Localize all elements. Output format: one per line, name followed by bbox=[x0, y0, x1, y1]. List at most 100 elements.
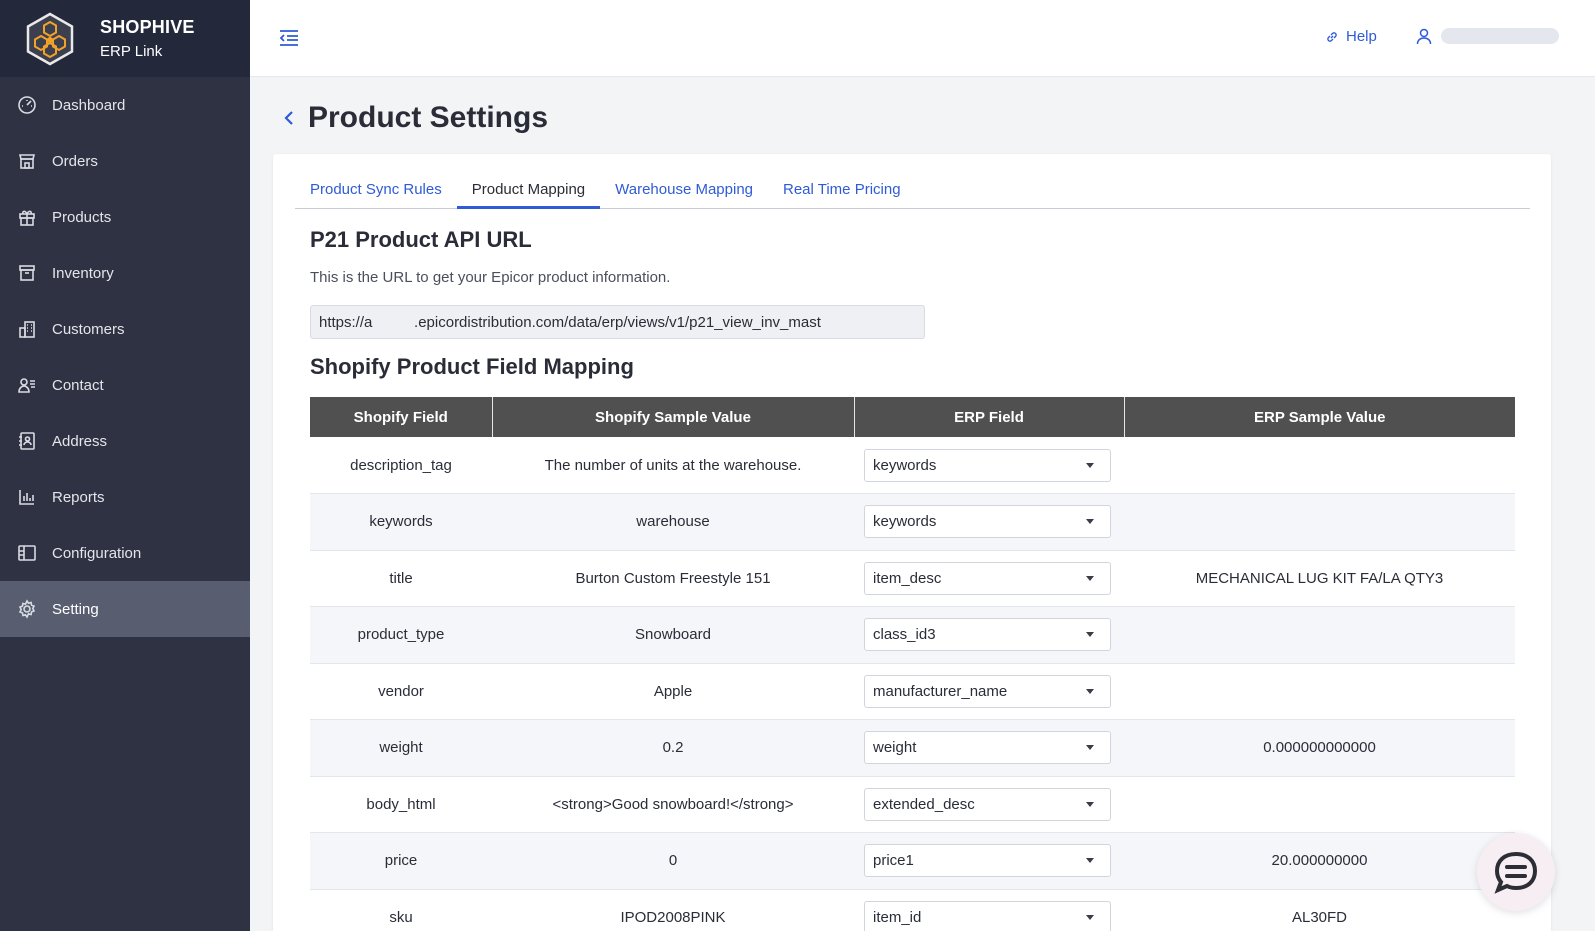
shopify-sample-cell: <strong>Good snowboard!</strong> bbox=[492, 776, 854, 833]
table-row: body_html <strong>Good snowboard!</strong… bbox=[310, 776, 1515, 833]
erp-field-select[interactable]: item_desc bbox=[864, 561, 1111, 595]
brand[interactable]: SHOPHIVE ERP Link bbox=[0, 0, 250, 77]
erp-sample-cell bbox=[1124, 606, 1515, 664]
shopify-sample-cell: The number of units at the warehouse. bbox=[492, 437, 854, 494]
help-link[interactable]: Help bbox=[1325, 28, 1377, 45]
gift-icon bbox=[16, 206, 38, 228]
chevron-down-icon bbox=[1086, 462, 1094, 468]
column-header: ERP Field bbox=[854, 397, 1125, 437]
sidebar-item-customers[interactable]: Customers bbox=[0, 301, 250, 357]
shopify-field-cell: price bbox=[310, 832, 492, 890]
brand-subtitle: ERP Link bbox=[100, 43, 163, 60]
chevron-down-icon bbox=[1086, 858, 1094, 864]
erp-field-select[interactable]: item_id bbox=[864, 900, 1111, 931]
sidebar-item-orders[interactable]: Orders bbox=[0, 133, 250, 189]
sidebar-item-products[interactable]: Products bbox=[0, 189, 250, 245]
shopify-sample-cell: Snowboard bbox=[492, 606, 854, 664]
shopify-field-cell: description_tag bbox=[310, 437, 492, 494]
erp-field-value: manufacturer_name bbox=[873, 682, 1008, 700]
orders-icon bbox=[16, 150, 38, 172]
tab-bar: Product Sync Rules Product Mapping Wareh… bbox=[295, 172, 1530, 209]
erp-field-select[interactable]: manufacturer_name bbox=[864, 674, 1111, 708]
erp-field-select[interactable]: keywords bbox=[864, 448, 1111, 482]
sidebar-item-label: Orders bbox=[52, 152, 98, 170]
erp-field-select[interactable]: price1 bbox=[864, 844, 1111, 878]
table-row: vendor Apple manufacturer_name bbox=[310, 663, 1515, 720]
tab-warehouse-mapping[interactable]: Warehouse Mapping bbox=[615, 181, 753, 198]
table-header-row: Shopify Field Shopify Sample Value ERP F… bbox=[310, 397, 1515, 437]
sidebar-item-setting[interactable]: Setting bbox=[0, 581, 250, 637]
sidebar-item-contact[interactable]: Contact bbox=[0, 357, 250, 413]
erp-field-select[interactable]: extended_desc bbox=[864, 787, 1111, 821]
erp-field-select[interactable]: weight bbox=[864, 731, 1111, 765]
erp-field-value: keywords bbox=[873, 456, 937, 474]
column-header: Shopify Field bbox=[310, 397, 493, 437]
erp-field-value: item_id bbox=[873, 908, 922, 926]
erp-field-value: extended_desc bbox=[873, 795, 975, 813]
shopify-sample-cell: warehouse bbox=[492, 493, 854, 551]
chevron-down-icon bbox=[1086, 632, 1094, 638]
top-bar: Help bbox=[250, 0, 1595, 77]
erp-sample-cell bbox=[1124, 437, 1515, 494]
erp-field-cell: price1 bbox=[854, 832, 1124, 890]
api-url-heading: P21 Product API URL bbox=[310, 227, 532, 252]
chevron-down-icon bbox=[1086, 519, 1094, 525]
contact-icon bbox=[16, 374, 38, 396]
sidebar-item-label: Customers bbox=[52, 320, 125, 338]
sidebar-item-label: Dashboard bbox=[52, 96, 126, 114]
shopify-field-cell: product_type bbox=[310, 606, 492, 664]
tab-product-mapping[interactable]: Product Mapping bbox=[456, 172, 601, 209]
chevron-down-icon bbox=[1086, 575, 1094, 581]
erp-field-select[interactable]: class_id3 bbox=[864, 618, 1111, 652]
config-icon bbox=[16, 542, 38, 564]
api-url-description: This is the URL to get your Epicor produ… bbox=[310, 269, 671, 286]
gear-icon bbox=[16, 598, 38, 620]
sidebar-item-address[interactable]: Address bbox=[0, 413, 250, 469]
erp-sample-cell: 0.000000000000 bbox=[1124, 719, 1515, 777]
field-mapping-table: Shopify Field Shopify Sample Value ERP F… bbox=[310, 397, 1515, 931]
shopify-field-cell: body_html bbox=[310, 776, 492, 833]
chat-button[interactable] bbox=[1477, 833, 1555, 911]
table-row: product_type Snowboard class_id3 bbox=[310, 606, 1515, 664]
erp-field-cell: manufacturer_name bbox=[854, 663, 1124, 720]
sidebar-item-label: Setting bbox=[52, 600, 99, 618]
erp-sample-cell bbox=[1124, 493, 1515, 551]
sidebar-item-configuration[interactable]: Configuration bbox=[0, 525, 250, 581]
erp-field-cell: extended_desc bbox=[854, 776, 1124, 833]
chevron-down-icon bbox=[1086, 801, 1094, 807]
tab-real-time-pricing[interactable]: Real Time Pricing bbox=[783, 181, 901, 198]
table-row: sku IPOD2008PINK item_id AL30FD bbox=[310, 889, 1515, 931]
table-row: price 0 price1 20.000000000 bbox=[310, 832, 1515, 890]
user-menu[interactable] bbox=[1415, 27, 1559, 45]
back-chevron-icon[interactable] bbox=[280, 108, 300, 128]
tab-product-sync-rules[interactable]: Product Sync Rules bbox=[310, 181, 442, 198]
shopify-sample-cell: 0 bbox=[492, 832, 854, 890]
user-name bbox=[1441, 28, 1559, 44]
table-row: keywords warehouse keywords bbox=[310, 493, 1515, 551]
chevron-down-icon bbox=[1086, 688, 1094, 694]
shopify-sample-cell: IPOD2008PINK bbox=[492, 889, 854, 931]
sidebar-item-label: Contact bbox=[52, 376, 104, 394]
erp-field-value: item_desc bbox=[873, 569, 942, 587]
shophive-logo-icon bbox=[26, 12, 74, 65]
shopify-field-cell: title bbox=[310, 550, 492, 607]
erp-field-value: keywords bbox=[873, 513, 937, 531]
sidebar: SHOPHIVE ERP Link Dashboard Orders Produ… bbox=[0, 0, 250, 931]
table-body: description_tag The number of units at th… bbox=[310, 437, 1515, 931]
chat-icon bbox=[1494, 851, 1538, 894]
page-title: Product Settings bbox=[308, 101, 549, 134]
table-row: title Burton Custom Freestyle 151 item_des… bbox=[310, 550, 1515, 607]
sidebar-item-dashboard[interactable]: Dashboard bbox=[0, 77, 250, 133]
sidebar-item-reports[interactable]: Reports bbox=[0, 469, 250, 525]
erp-field-cell: class_id3 bbox=[854, 606, 1124, 664]
sidebar-item-inventory[interactable]: Inventory bbox=[0, 245, 250, 301]
erp-sample-cell: 20.000000000 bbox=[1124, 832, 1515, 890]
user-icon bbox=[1416, 28, 1432, 45]
collapse-menu-icon[interactable] bbox=[278, 27, 300, 49]
sidebar-item-label: Reports bbox=[52, 488, 105, 506]
api-url-input[interactable] bbox=[310, 305, 925, 339]
shopify-sample-cell: Apple bbox=[492, 663, 854, 720]
sidebar-item-label: Inventory bbox=[52, 264, 114, 282]
shopify-sample-cell: 0.2 bbox=[492, 719, 854, 777]
erp-field-select[interactable]: keywords bbox=[864, 505, 1111, 539]
